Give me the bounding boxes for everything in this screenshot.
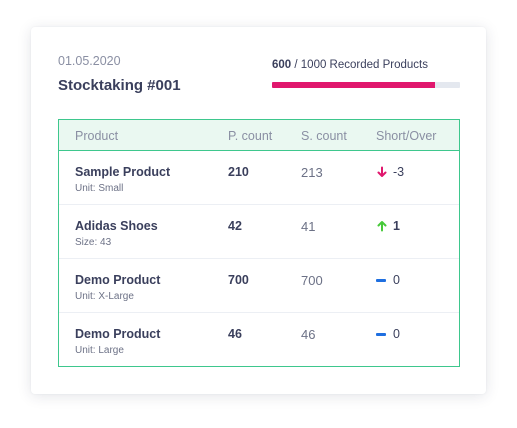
table-row[interactable]: Sample Product Unit: Small 210 213 -3 — [59, 151, 459, 205]
dash-icon — [376, 328, 388, 340]
p-count-value: 700 — [228, 273, 249, 287]
product-detail: Unit: Large — [75, 345, 124, 356]
p-count-value: 42 — [228, 219, 242, 233]
table-row[interactable]: Adidas Shoes Size: 43 42 41 1 — [59, 205, 459, 259]
stocktaking-date: 01.05.2020 — [58, 54, 121, 68]
short-over-value: 0 — [393, 273, 400, 287]
product-detail: Size: 43 — [75, 237, 112, 248]
page-title: Stocktaking #001 — [58, 77, 181, 94]
product-cell: Demo Product Unit: X-Large — [75, 273, 160, 302]
table-row[interactable]: Demo Product Unit: X-Large 700 700 0 — [59, 259, 459, 313]
progress-label: 600 / 1000 Recorded Products — [272, 59, 428, 71]
dash-icon — [376, 274, 388, 286]
column-header-s-count[interactable]: S. count — [301, 129, 347, 143]
short-over-value: 1 — [393, 219, 400, 233]
stocktaking-card: 01.05.2020 Stocktaking #001 600 / 1000 R… — [31, 27, 486, 394]
p-count-value: 46 — [228, 327, 242, 341]
p-count-value: 210 — [228, 165, 249, 179]
column-header-short-over[interactable]: Short/Over — [376, 129, 437, 143]
short-over-cell: 1 — [376, 219, 400, 233]
table-row[interactable]: Demo Product Unit: Large 46 46 0 — [59, 313, 459, 367]
table-header: Product P. count S. count Short/Over — [59, 120, 459, 151]
product-name: Demo Product — [75, 327, 161, 341]
product-detail: Unit: Small — [75, 183, 124, 194]
product-name: Sample Product — [75, 165, 171, 179]
s-count-value: 46 — [301, 327, 316, 342]
progress-suffix: / 1000 Recorded Products — [291, 59, 428, 71]
short-over-cell: 0 — [376, 273, 400, 287]
product-detail: Unit: X-Large — [75, 291, 134, 302]
progress-bar — [272, 82, 460, 88]
short-over-value: 0 — [393, 327, 400, 341]
column-header-p-count[interactable]: P. count — [228, 129, 273, 143]
arrow-down-icon — [376, 166, 388, 178]
arrow-up-icon — [376, 220, 388, 232]
short-over-cell: -3 — [376, 165, 404, 179]
product-cell: Sample Product Unit: Small — [75, 165, 170, 194]
product-name: Adidas Shoes — [75, 219, 158, 233]
recorded-count: 600 — [272, 59, 292, 71]
product-cell: Adidas Shoes Size: 43 — [75, 219, 158, 248]
short-over-cell: 0 — [376, 327, 400, 341]
progress-bar-fill — [272, 82, 436, 88]
stock-table: Product P. count S. count Short/Over Sam… — [58, 119, 460, 367]
column-header-product[interactable]: Product — [75, 129, 119, 143]
s-count-value: 213 — [301, 165, 323, 180]
s-count-value: 700 — [301, 273, 323, 288]
s-count-value: 41 — [301, 219, 316, 234]
short-over-value: -3 — [393, 165, 405, 179]
product-name: Demo Product — [75, 273, 161, 287]
product-cell: Demo Product Unit: Large — [75, 327, 160, 356]
